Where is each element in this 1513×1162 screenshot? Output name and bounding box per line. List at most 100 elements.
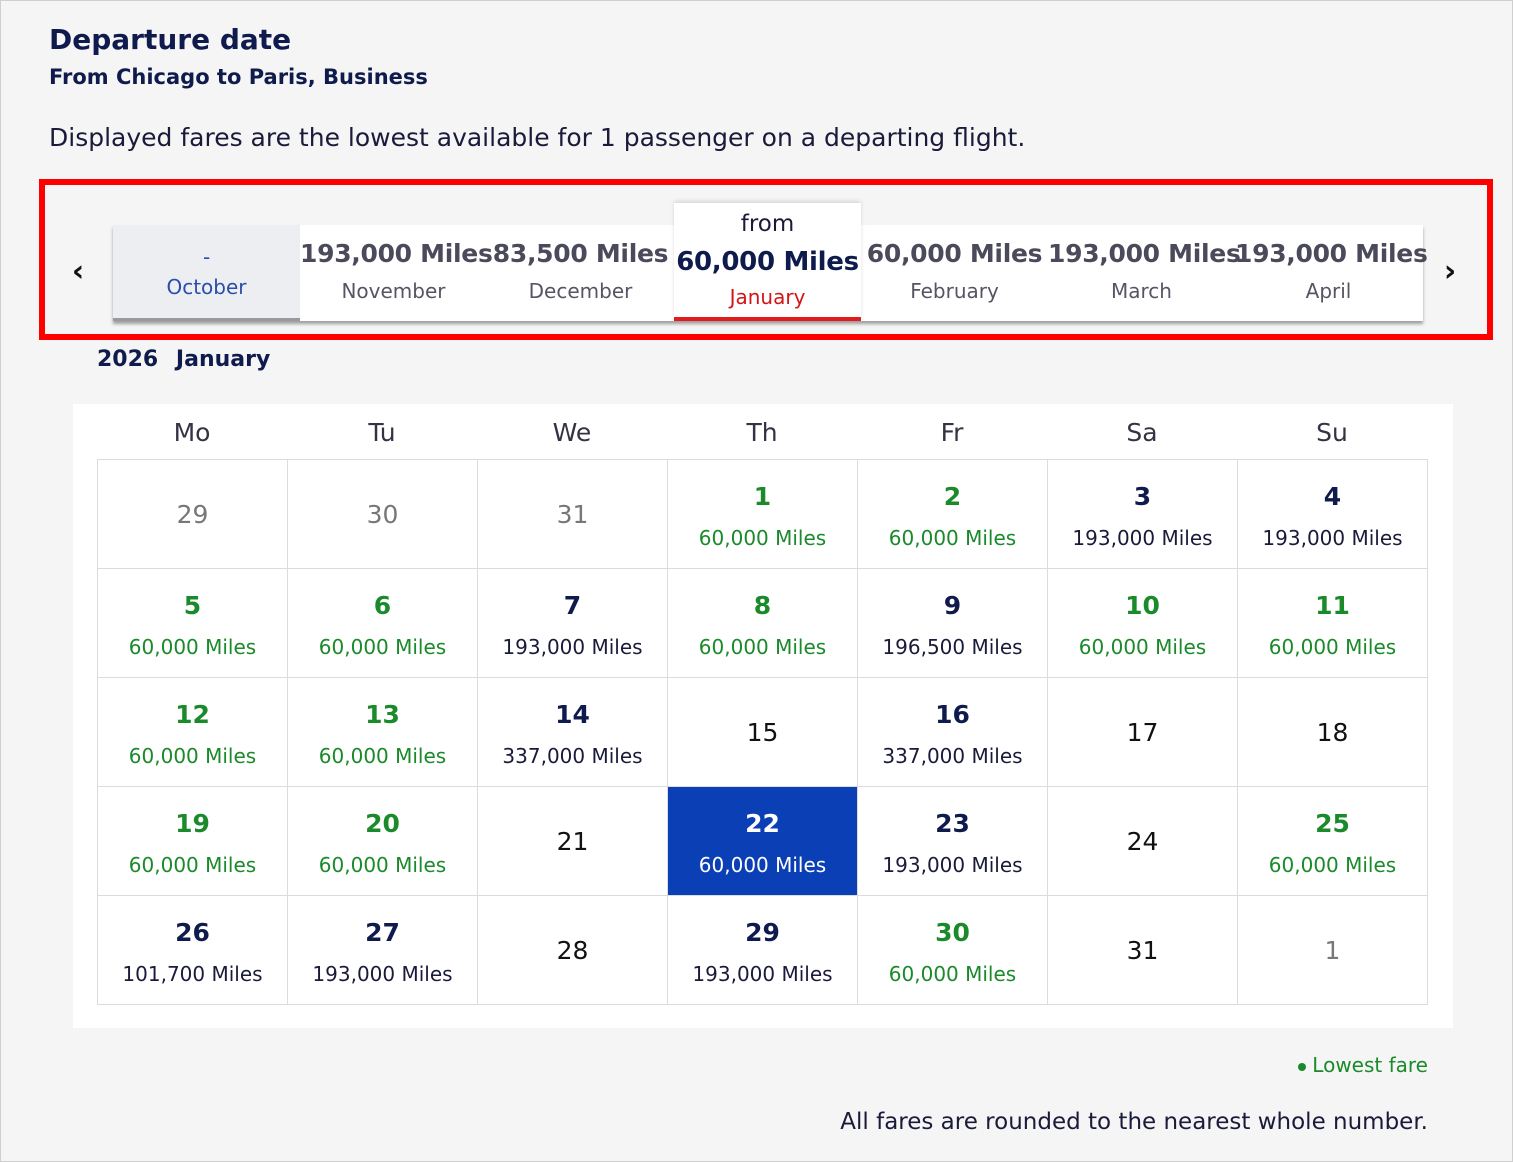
calendar-day[interactable]: 22 60,000 Miles (668, 787, 858, 896)
month-tab-december[interactable]: 83,500 Miles December (487, 225, 674, 321)
calendar: Mo Tu We Th Fr Sa Su 29 30 31 1 60,000 Miles 2 60,00… (73, 404, 1453, 1028)
calendar-day-outside-month: 30 (288, 460, 478, 569)
lowest-fare-legend: Lowest fare (1298, 1053, 1428, 1077)
day-number: 2 (943, 482, 962, 511)
month-lowest-fare: 83,500 Miles (492, 239, 669, 268)
day-number: 28 (556, 936, 589, 965)
day-number: 15 (746, 718, 779, 747)
day-number: 31 (1126, 936, 1159, 965)
day-number: 6 (373, 591, 392, 620)
calendar-day[interactable]: 12 60,000 Miles (98, 678, 288, 787)
calendar-day[interactable]: 4 193,000 Miles (1238, 460, 1428, 569)
month-tab-march[interactable]: 193,000 Miles March (1048, 225, 1241, 321)
weekday-label: Th (746, 418, 778, 447)
calendar-day[interactable]: 11 60,000 Miles (1238, 569, 1428, 678)
calendar-day[interactable]: 7 193,000 Miles (478, 569, 668, 678)
day-fare: 193,000 Miles (882, 853, 1023, 877)
month-tab-october[interactable]: - October (113, 225, 300, 321)
month-tab-november[interactable]: 193,000 Miles November (300, 225, 493, 321)
calendar-day[interactable]: 20 60,000 Miles (288, 787, 478, 896)
calendar-day[interactable]: 9 196,500 Miles (858, 569, 1048, 678)
calendar-day-outside-month: 29 (98, 460, 288, 569)
day-number: 22 (745, 809, 780, 838)
weekday-label: Sa (1126, 418, 1158, 447)
month-lowest-fare: 60,000 Miles (676, 247, 859, 277)
month-lowest-fare: 193,000 Miles (1235, 239, 1428, 268)
calendar-day[interactable]: 16 337,000 Miles (858, 678, 1048, 787)
day-fare: 60,000 Miles (1268, 853, 1397, 877)
day-fare: 193,000 Miles (502, 635, 643, 659)
calendar-day[interactable]: 31 (1048, 896, 1238, 1005)
calendar-day[interactable]: 17 (1048, 678, 1238, 787)
day-number: 13 (365, 700, 400, 729)
day-number: 19 (175, 809, 210, 838)
chevron-left-icon[interactable]: ‹ (71, 254, 85, 289)
chevron-right-icon[interactable]: › (1443, 254, 1457, 289)
day-number: 1 (1324, 936, 1341, 965)
calendar-day[interactable]: 14 337,000 Miles (478, 678, 668, 787)
fare-note: Displayed fares are the lowest available… (49, 123, 1026, 152)
calendar-day[interactable]: 30 60,000 Miles (858, 896, 1048, 1005)
calendar-day[interactable]: 13 60,000 Miles (288, 678, 478, 787)
day-fare: 60,000 Miles (888, 962, 1017, 986)
calendar-day[interactable]: 24 (1048, 787, 1238, 896)
day-fare: 60,000 Miles (888, 526, 1017, 550)
calendar-day-outside-month: 31 (478, 460, 668, 569)
calendar-day[interactable]: 2 60,000 Miles (858, 460, 1048, 569)
calendar-day[interactable]: 26 101,700 Miles (98, 896, 288, 1005)
day-fare: 193,000 Miles (1262, 526, 1403, 550)
from-label: from (740, 211, 795, 237)
calendar-day[interactable]: 27 193,000 Miles (288, 896, 478, 1005)
day-number: 25 (1315, 809, 1350, 838)
calendar-day[interactable]: 5 60,000 Miles (98, 569, 288, 678)
day-fare: 60,000 Miles (1268, 635, 1397, 659)
day-fare: 60,000 Miles (128, 744, 257, 768)
weekday-label: Tu (368, 418, 396, 447)
month-tab-february[interactable]: 60,000 Miles February (861, 225, 1048, 321)
day-fare: 60,000 Miles (318, 744, 447, 768)
calendar-day[interactable]: 28 (478, 896, 668, 1005)
weekday-header: Mo Tu We Th Fr Sa Su (97, 418, 1427, 447)
calendar-day[interactable]: 10 60,000 Miles (1048, 569, 1238, 678)
calendar-day[interactable]: 21 (478, 787, 668, 896)
day-fare: 60,000 Miles (698, 526, 827, 550)
rounding-footnote: All fares are rounded to the nearest who… (840, 1109, 1428, 1135)
weekday-label: Mo (173, 418, 211, 447)
month-name: February (910, 279, 999, 303)
month-name: March (1111, 279, 1172, 303)
calendar-day[interactable]: 3 193,000 Miles (1048, 460, 1238, 569)
day-number: 9 (943, 591, 962, 620)
legend-label: Lowest fare (1312, 1053, 1428, 1077)
month-lowest-fare: 193,000 Miles (300, 239, 493, 268)
day-number: 18 (1316, 718, 1349, 747)
day-number: 29 (176, 500, 209, 529)
calendar-day[interactable]: 23 193,000 Miles (858, 787, 1048, 896)
day-number: 30 (935, 918, 970, 947)
calendar-day-outside-month: 1 (1238, 896, 1428, 1005)
day-fare: 101,700 Miles (122, 962, 263, 986)
calendar-day[interactable]: 29 193,000 Miles (668, 896, 858, 1005)
month-tab-april[interactable]: 193,000 Miles April (1235, 225, 1428, 321)
day-number: 8 (753, 591, 772, 620)
month-name: April (1305, 279, 1352, 303)
calendar-day[interactable]: 6 60,000 Miles (288, 569, 478, 678)
day-number: 3 (1133, 482, 1152, 511)
calendar-day[interactable]: 25 60,000 Miles (1238, 787, 1428, 896)
weekday-label: Su (1316, 418, 1348, 447)
calendar-day[interactable]: 15 (668, 678, 858, 787)
day-number: 7 (563, 591, 582, 620)
calendar-day[interactable]: 18 (1238, 678, 1428, 787)
page-title: Departure date (49, 23, 292, 56)
day-fare: 60,000 Miles (318, 853, 447, 877)
day-fare: 60,000 Miles (698, 635, 827, 659)
day-fare: 337,000 Miles (502, 744, 643, 768)
month-name: January (729, 285, 806, 309)
day-number: 14 (555, 700, 590, 729)
calendar-day[interactable]: 19 60,000 Miles (98, 787, 288, 896)
day-fare: 193,000 Miles (312, 962, 453, 986)
calendar-day[interactable]: 1 60,000 Miles (668, 460, 858, 569)
month-tab-january[interactable]: from 60,000 Miles January (674, 203, 861, 321)
calendar-day[interactable]: 8 60,000 Miles (668, 569, 858, 678)
day-number: 11 (1315, 591, 1350, 620)
